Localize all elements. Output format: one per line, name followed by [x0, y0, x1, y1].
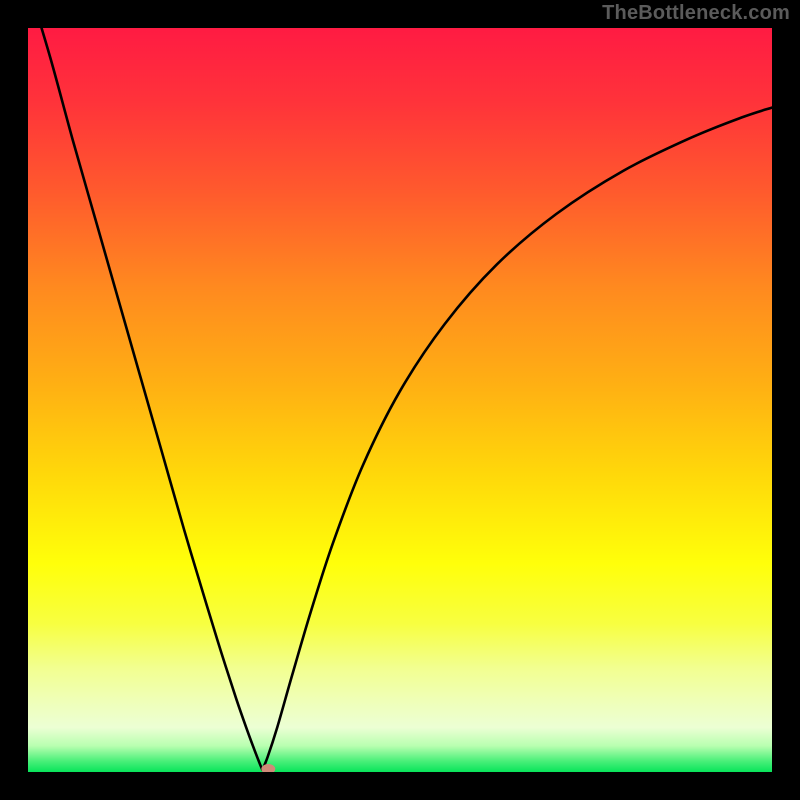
watermark-text: TheBottleneck.com — [602, 2, 790, 25]
bottleneck-chart — [0, 0, 800, 800]
